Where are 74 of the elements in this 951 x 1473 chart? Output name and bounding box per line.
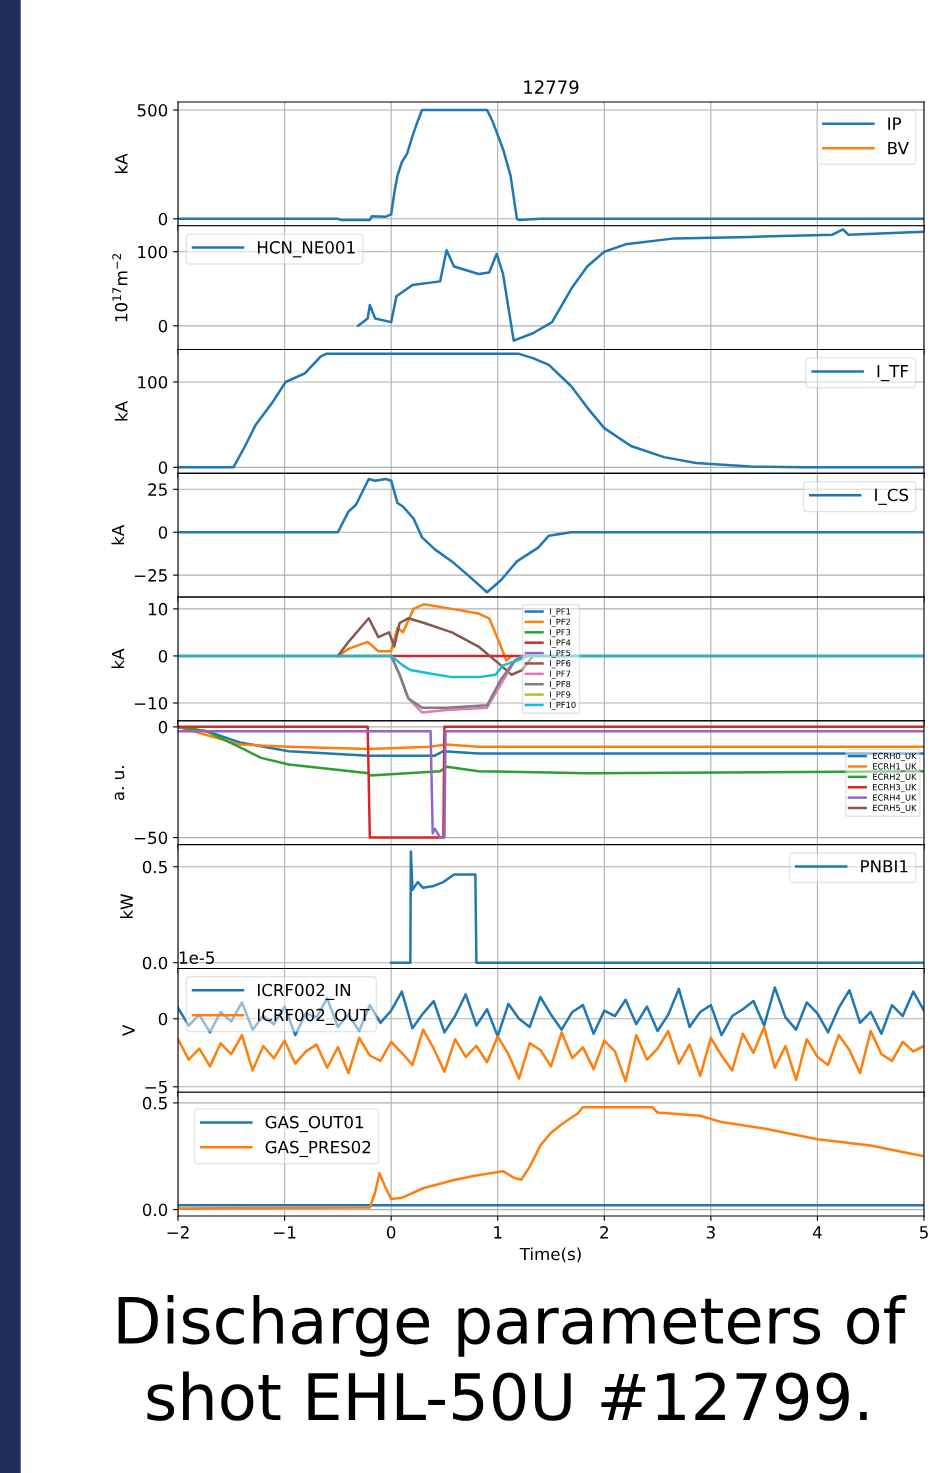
y-axis-title: kW <box>120 894 133 919</box>
x-tick-label: 5 <box>919 1226 928 1239</box>
line-series <box>356 228 924 342</box>
legend-label: I_PF8 <box>549 680 571 690</box>
legend-label: GAS_OUT01 <box>265 1115 364 1133</box>
y-tick-label: 0.5 <box>142 860 167 874</box>
legend-label: I_CS <box>875 488 909 505</box>
legend-label: ICRF002_OUT <box>257 1008 370 1025</box>
y-tick-label: 0 <box>158 319 168 333</box>
x-tick-label: 3 <box>706 1226 715 1239</box>
y-tick-label: 0 <box>158 526 168 539</box>
y-axis-title: 10$^{17}$m$^{−2}$ <box>112 253 128 322</box>
y-tick-label: 10 <box>148 602 168 616</box>
legend-label: ECRH4_UK <box>873 794 917 803</box>
text: Discharge parameters of shot EHL-50U #12799. <box>118 1295 907 1421</box>
legend-label: ECRH1_UK <box>873 763 917 772</box>
y-tick-label: 0 <box>158 1012 168 1026</box>
y-tick-label: 0.0 <box>142 956 168 970</box>
legend-label: I_PF9 <box>549 691 571 700</box>
line-series <box>178 1105 924 1210</box>
legend-label: BV <box>888 141 909 155</box>
y-tick-label: 0 <box>158 649 168 663</box>
y-tick-label: −5 <box>145 1080 167 1094</box>
x-axis-title: Time(s) <box>519 1247 581 1263</box>
y-tick-label: −10 <box>134 696 168 710</box>
y-tick-label: −25 <box>134 569 167 582</box>
legend-label: ECRH5_UK <box>873 804 917 813</box>
legend-label: I_PF3 <box>549 629 571 638</box>
line-series <box>336 602 513 662</box>
legend-label: ECRH2_UK <box>873 773 917 782</box>
y-tick-label: 0.5 <box>142 1096 167 1110</box>
line-series <box>178 477 924 594</box>
x-tick-label: 2 <box>600 1226 608 1239</box>
y-axis-title: kA <box>111 524 125 545</box>
legend-label: I_PF1 <box>549 608 571 617</box>
annotation: 1e-5 <box>179 951 215 964</box>
legend-label: I_PF10 <box>549 701 576 710</box>
legend-label: HCN_NE001 <box>257 241 355 258</box>
y-axis-title: a. u. <box>114 766 125 801</box>
x-tick-label: 1 <box>494 1226 502 1239</box>
y-tick-label: 0 <box>158 212 168 226</box>
legend-label: I_PF6 <box>549 660 571 669</box>
legend-label: I_PF7 <box>549 670 571 679</box>
legend-label: IP <box>888 117 902 130</box>
y-tick-label: 100 <box>138 375 168 389</box>
legend-label: I_TF <box>877 365 909 382</box>
y-tick-label: 0 <box>158 461 168 474</box>
y-axis-title: kA <box>111 648 125 669</box>
legend-label: ECRH0_UK <box>873 752 917 761</box>
x-tick-label: −2 <box>167 1226 189 1239</box>
y-tick-label: 0 <box>158 720 168 734</box>
legend-label: I_PF2 <box>549 618 571 627</box>
x-tick-label: −1 <box>274 1226 296 1239</box>
legend-label: I_PF4 <box>549 639 571 648</box>
legend-label: ECRH3_UK <box>873 783 917 793</box>
legend-label: ICRF002_IN <box>257 983 350 1001</box>
y-tick-label: 0.0 <box>142 1203 168 1217</box>
y-tick-label: 500 <box>137 104 168 117</box>
y-axis-title: kA <box>114 153 128 173</box>
line-series <box>178 108 924 222</box>
y-tick-label: 25 <box>148 483 167 496</box>
legend-label: I_PF5 <box>549 649 571 658</box>
y-axis-title: kA <box>114 401 128 421</box>
legend-label: PNBI1 <box>861 860 908 873</box>
legend-label: GAS_PRES02 <box>265 1140 371 1158</box>
x-tick-label: 0 <box>386 1226 396 1239</box>
line-series <box>178 725 924 751</box>
x-tick-label: 4 <box>812 1226 822 1239</box>
y-axis-title: V <box>122 1024 135 1036</box>
line-series <box>178 1025 924 1083</box>
line-series <box>389 850 924 964</box>
chart-title: 12779 <box>524 80 579 94</box>
y-tick-label: 100 <box>138 245 168 259</box>
y-tick-label: −50 <box>134 831 168 845</box>
